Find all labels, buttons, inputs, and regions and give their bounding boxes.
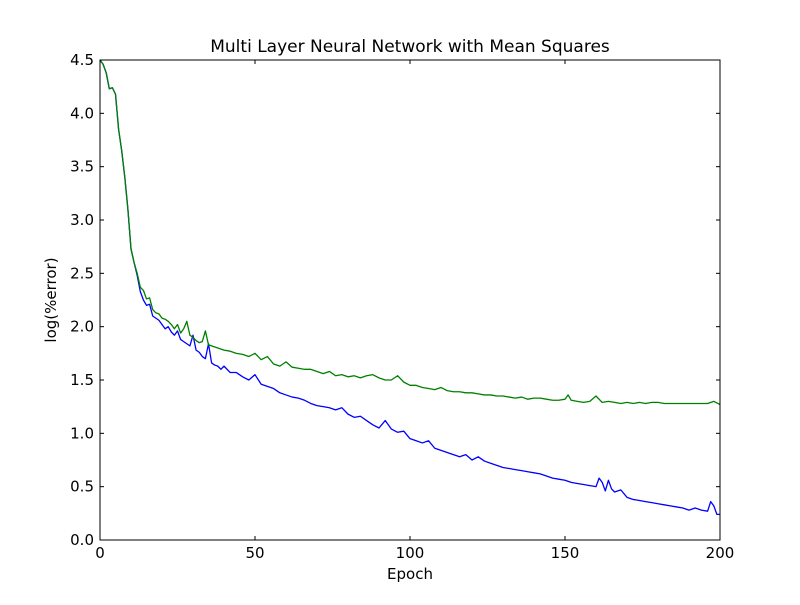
x-tick-label: 50 — [245, 544, 264, 562]
series-layer — [99, 59, 721, 516]
y-tick-label: 3.0 — [70, 211, 94, 229]
x-tick-label: 100 — [396, 544, 425, 562]
series-line-1 — [99, 59, 720, 516]
y-tick-label: 2.5 — [70, 264, 94, 282]
y-tick-label: 1.0 — [70, 424, 94, 442]
plot-area — [100, 60, 720, 540]
y-tick-label: 1.5 — [70, 371, 94, 389]
x-tick-label: 200 — [706, 544, 735, 562]
series-line-2 — [99, 59, 721, 406]
ticks-layer: 0 50 100 150 200 0.0 0.5 1.0 1.5 2.0 2.5 3.0 3.5 4.0 4… — [70, 51, 734, 562]
chart-title: Multi Layer Neural Network with Mean Squ… — [210, 37, 610, 57]
y-tick-label: 0.5 — [70, 478, 94, 496]
x-tick-label: 150 — [551, 544, 580, 562]
x-axis-label: Epoch — [387, 565, 433, 583]
y-tick-label: 4.0 — [70, 104, 94, 122]
y-axis-label: log(%error) — [42, 257, 60, 342]
y-tick-label: 2.0 — [70, 318, 94, 336]
y-tick-label: 3.5 — [70, 158, 94, 176]
y-tick-label: 0.0 — [70, 531, 94, 549]
x-tick-label: 0 — [95, 544, 105, 562]
y-tick-label: 4.5 — [70, 51, 94, 69]
